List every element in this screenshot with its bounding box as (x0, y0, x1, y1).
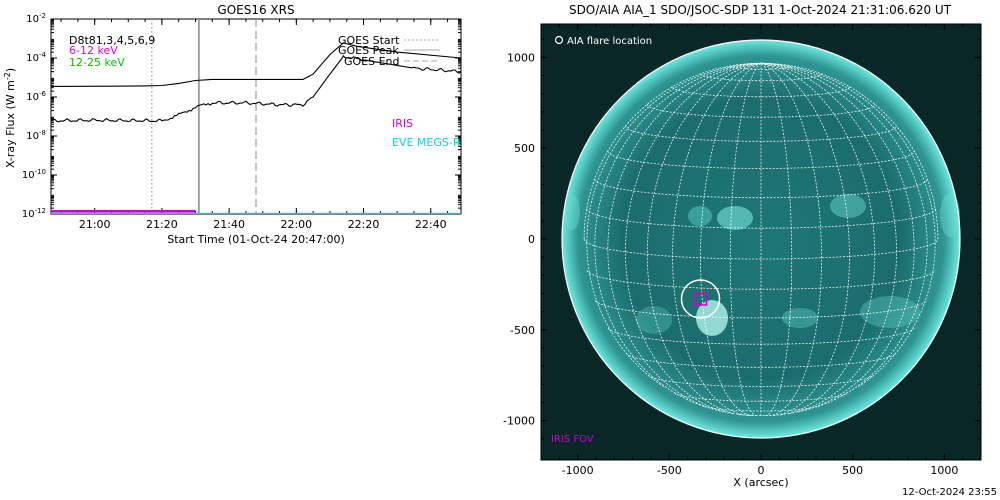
longitude-line (583, 62, 762, 240)
aia-x-tick-label: 0 (758, 464, 765, 477)
longitude-line (760, 62, 915, 413)
x-tick-label: 21:00 (79, 218, 111, 231)
aia-image-panel: SDO/AIA AIA_1 SDO/JSOC-SDP 131 1-Oct-202… (503, 3, 982, 489)
longitude-line (700, 62, 762, 417)
x-tick-label: 22:40 (415, 218, 447, 231)
aia-y-ticks: 1000 500 0 -500 -1000 (503, 38, 981, 440)
aia-y-tick-label: 0 (528, 233, 535, 246)
legend-goes-start: GOES Start (338, 34, 400, 47)
y-tick-label: 10-4 (26, 51, 46, 64)
legend-goes-end: GOES End (344, 55, 400, 68)
legend-entry-12-25-kev: 12-25 keV (69, 56, 125, 69)
x-tick-label: 21:20 (146, 218, 178, 231)
flare-location-circle (680, 279, 721, 319)
latitude-line (583, 238, 939, 260)
x-tick-label: 22:00 (280, 218, 312, 231)
lightcurve-series (51, 42, 461, 214)
y-tick-label: 10-10 (22, 168, 46, 181)
x-tick-label: 21:40 (213, 218, 245, 231)
aia-y-tick-label: 500 (514, 142, 535, 155)
aia-y-tick-label: 1000 (507, 51, 535, 64)
goes-lightcurve-panel: GOES16 XRS 10-2 10-4 10-6 10-8 10-10 10-12 21… (3, 3, 462, 246)
y-tick-label: 10-12 (22, 207, 46, 220)
iris-fov-box (693, 292, 708, 306)
latitude-line (625, 353, 897, 368)
longitude-line (760, 62, 928, 407)
longitude-line (625, 62, 762, 414)
longitude-line (594, 62, 762, 407)
longitude-line (646, 62, 762, 416)
longitude-line (760, 62, 876, 416)
y-tick-label: 10-6 (26, 90, 46, 103)
x-tick-label: 22:20 (348, 218, 380, 231)
lightcurve-y-axis-label: X-ray Flux (W m-2) (3, 68, 17, 168)
flare-location-legend-icon (554, 35, 564, 45)
aia-x-axis-label: X (arcsec) (733, 476, 788, 489)
heliographic-grid (583, 62, 939, 417)
aia-x-tick-label: 500 (842, 464, 863, 477)
lightcurve-x-axis-label: Start Time (01-Oct-24 20:47:00) (167, 233, 345, 246)
aia-image-title: SDO/AIA AIA_1 SDO/JSOC-SDP 131 1-Oct-202… (569, 3, 952, 17)
longitude-line (729, 62, 762, 417)
aia-x-ticks: -1000 -500 0 500 1000 (558, 24, 964, 477)
flare-markers (680, 279, 721, 319)
iris-label: IRIS (392, 117, 413, 130)
eve-megs-r-label: EVE MEGS-R (392, 136, 461, 149)
lightcurve-y-ticks: 10-2 10-4 10-6 10-8 10-10 10-12 (22, 12, 461, 220)
aia-x-tick-label: -500 (657, 464, 682, 477)
channel-legend: D8t81,3,4,5,6,9 6-12 keV 12-25 keV (69, 34, 155, 69)
solar-limb (561, 39, 961, 439)
lightcurve-title: GOES16 XRS (217, 3, 294, 17)
active-regions (564, 193, 960, 336)
y-tick-label: 10-2 (26, 12, 46, 25)
goes-time-markers (151, 19, 257, 214)
series-1-8- (51, 42, 461, 87)
flare-location-legend: AIA flare location (567, 36, 652, 47)
longitude-line (760, 62, 936, 388)
longitude-line (672, 62, 762, 416)
series-0-5-4- (51, 54, 461, 123)
aia-y-tick-label: -1000 (503, 415, 535, 428)
aia-x-tick-label: -1000 (562, 464, 594, 477)
longitude-line (760, 62, 850, 416)
legend-goes-peak: GOES Peak (338, 44, 399, 57)
longitude-line (586, 62, 762, 388)
longitude-line (760, 62, 897, 414)
aia-x-tick-label: 1000 (930, 464, 958, 477)
longitude-line (760, 62, 793, 417)
iris-fov-label: IRIS FOV (551, 434, 594, 445)
longitude-line (760, 62, 822, 417)
footer-timestamp: 12-Oct-2024 23:55 (902, 487, 997, 498)
marker-legend: GOES Start GOES Peak GOES End (338, 34, 440, 68)
longitude-line (760, 62, 939, 240)
latitude-line (586, 208, 936, 229)
aia-y-tick-label: -500 (510, 324, 535, 337)
legend-entry-channels: D8t81,3,4,5,6,9 (69, 34, 155, 47)
y-tick-label: 10-8 (26, 129, 46, 142)
longitude-line (607, 62, 762, 413)
legend-entry-6-12-kev: 6-12 keV (69, 44, 118, 57)
